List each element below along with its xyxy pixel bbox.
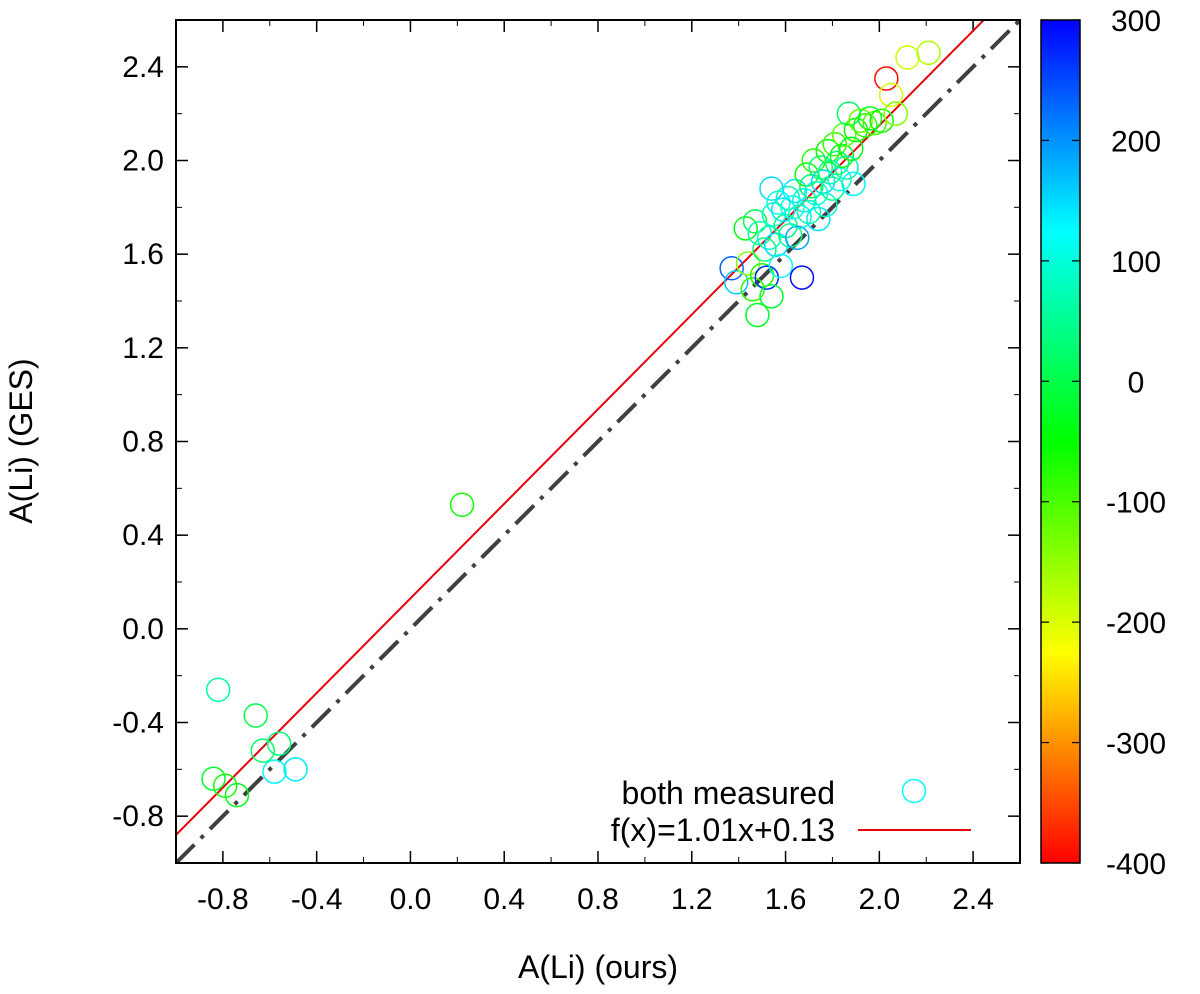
colorbar: 300 200 100 0 -100 -200 -300 -400 xyxy=(1040,5,1166,881)
data-point xyxy=(857,106,883,131)
data-point xyxy=(806,206,831,232)
data-point xyxy=(449,492,475,517)
colorbar-gradient xyxy=(1040,19,1081,864)
x-tick-label: -0.4 xyxy=(291,883,343,916)
data-point xyxy=(735,251,761,276)
data-point xyxy=(250,738,275,763)
x-tick-label: -0.8 xyxy=(197,883,249,916)
legend-marker-scatter xyxy=(901,778,927,804)
data-point xyxy=(853,113,878,138)
y-tick-label: 1.6 xyxy=(122,238,164,271)
data-point xyxy=(759,284,784,309)
fit-lines xyxy=(176,20,1020,863)
plot-frame xyxy=(175,19,1021,864)
data-point xyxy=(841,171,866,197)
data-point xyxy=(834,155,859,180)
data-point xyxy=(724,270,749,295)
data-point xyxy=(916,40,941,66)
y-axis-ticks: -0.8 -0.4 0.0 0.4 0.8 1.2 1.6 2.0 2.4 xyxy=(112,19,1020,864)
colorbar-tick-label: -300 xyxy=(1106,728,1166,761)
data-point xyxy=(792,188,817,213)
data-point xyxy=(742,209,768,234)
x-axis-ticks: -0.8 -0.4 0.0 0.4 0.8 1.2 1.6 2.0 2.4 xyxy=(175,20,1021,916)
data-point xyxy=(780,195,805,220)
data-point xyxy=(883,101,908,126)
colorbar-tick-label: -200 xyxy=(1106,607,1166,640)
data-point xyxy=(878,82,904,108)
data-point xyxy=(205,677,231,702)
y-tick-label: -0.8 xyxy=(112,800,164,833)
data-point xyxy=(770,197,796,222)
data-point xyxy=(895,45,920,70)
colorbar-tick-label: 0 xyxy=(1128,366,1145,399)
data-point xyxy=(820,176,845,201)
data-point xyxy=(836,101,862,126)
colorbar-tick-label: -100 xyxy=(1106,487,1166,520)
colorbar-tick-label: 300 xyxy=(1111,5,1161,38)
x-tick-label: 0.0 xyxy=(390,883,432,916)
data-point xyxy=(262,759,287,784)
y-tick-label: 0.4 xyxy=(122,519,164,552)
x-tick-label: 1.2 xyxy=(671,883,713,916)
x-tick-label: 0.4 xyxy=(483,883,525,916)
data-point xyxy=(829,143,855,169)
legend: both measured f(x)=1.01x+0.13 xyxy=(611,775,971,848)
x-tick-label: 2.0 xyxy=(858,883,900,916)
data-point xyxy=(874,66,899,91)
data-point xyxy=(822,131,848,157)
identity-line xyxy=(176,20,1020,863)
data-point xyxy=(759,176,784,201)
data-point xyxy=(243,703,268,728)
y-tick-label: 2.0 xyxy=(122,145,164,178)
data-point xyxy=(813,192,838,218)
data-point xyxy=(752,237,777,262)
x-tick-label: 0.8 xyxy=(577,883,619,916)
scatter-points xyxy=(201,40,941,808)
data-point xyxy=(782,178,808,204)
legend-label-scatter: both measured xyxy=(622,775,835,811)
data-point xyxy=(201,766,226,791)
data-point xyxy=(719,255,744,281)
data-point xyxy=(756,225,782,251)
data-point xyxy=(283,757,308,782)
x-tick-label: 1.6 xyxy=(765,883,807,916)
y-tick-label: 2.4 xyxy=(122,51,164,84)
data-point xyxy=(838,136,864,162)
legend-label-fit: f(x)=1.01x+0.13 xyxy=(611,812,835,848)
data-point xyxy=(733,216,758,241)
data-point xyxy=(224,782,250,808)
colorbar-tick-label: -400 xyxy=(1106,848,1166,881)
data-point xyxy=(789,265,815,290)
colorbar-tick-label: 200 xyxy=(1111,125,1161,158)
data-point xyxy=(266,731,292,756)
data-point xyxy=(817,159,843,185)
y-tick-label: 1.2 xyxy=(122,332,164,365)
y-tick-label: 0.8 xyxy=(122,426,164,459)
data-point xyxy=(745,302,770,328)
colorbar-ticks: 300 200 100 0 -100 -200 -300 -400 xyxy=(1041,5,1166,881)
y-tick-label: 0.0 xyxy=(122,613,164,646)
colorbar-tick-label: 100 xyxy=(1111,246,1161,279)
y-tick-label: -0.4 xyxy=(112,707,164,740)
x-axis-label: A(Li) (ours) xyxy=(518,949,678,985)
data-point xyxy=(796,199,822,225)
data-point xyxy=(785,225,810,251)
data-point xyxy=(831,122,857,147)
data-point xyxy=(869,108,894,133)
x-tick-label: 2.4 xyxy=(952,883,994,916)
data-point xyxy=(848,108,873,133)
y-axis-label: A(Li) (GES) xyxy=(3,358,39,523)
data-point xyxy=(768,253,794,279)
